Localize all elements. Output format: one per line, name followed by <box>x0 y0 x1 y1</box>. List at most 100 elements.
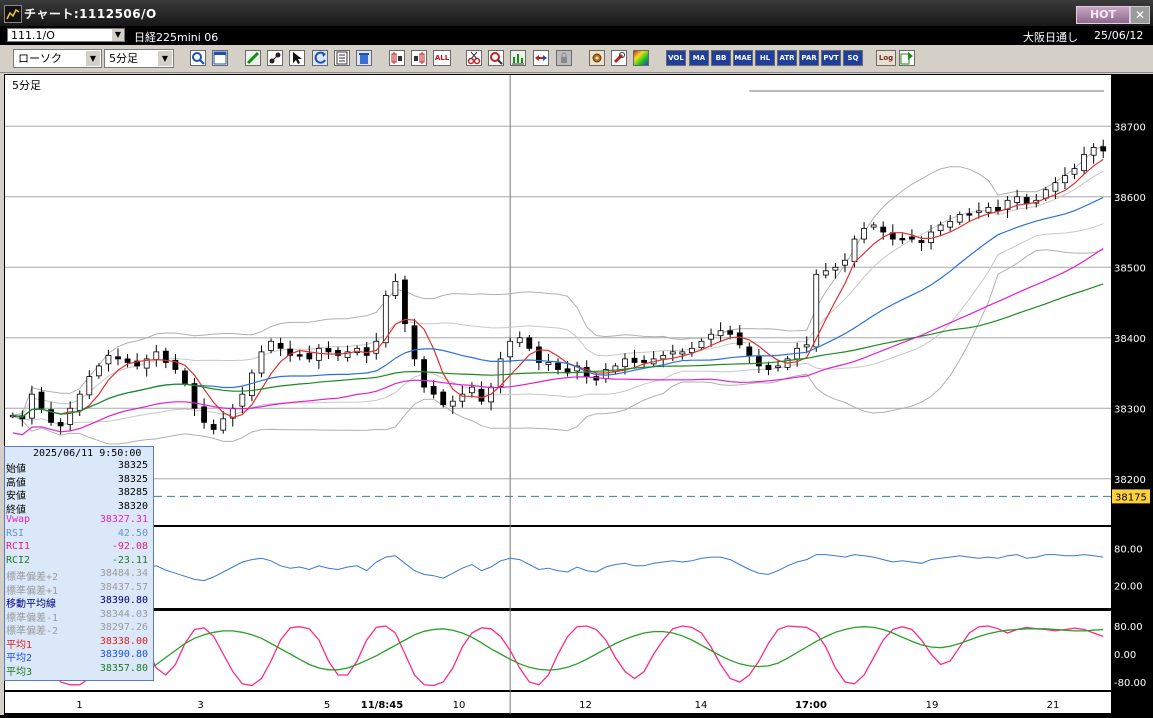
candle-body <box>622 358 628 368</box>
indicator-pvt-button[interactable]: PVT <box>821 50 841 66</box>
indicator-mae-button[interactable]: MAE <box>733 50 753 66</box>
info-value: 42.50 <box>117 527 148 539</box>
candle-body <box>210 424 217 430</box>
window-title: チャート:1112506/O <box>24 7 157 21</box>
info-value: 38484.34 <box>99 568 148 579</box>
candle-body <box>48 409 54 423</box>
interval-value: 5分足 <box>109 52 138 65</box>
title-bar[interactable]: チャート:1112506/O HOT ✕ <box>0 0 1153 26</box>
price-panel[interactable] <box>4 74 1112 526</box>
info-label: 終値 <box>6 504 26 516</box>
candle-body <box>220 418 227 431</box>
sheet-icon[interactable] <box>334 50 350 66</box>
candle-body <box>421 359 427 388</box>
bollinger-band-line <box>12 170 1104 416</box>
rci-panel[interactable] <box>4 610 1112 691</box>
candle-body <box>411 325 418 360</box>
candle-body <box>669 351 676 355</box>
x-tick-label: 17:00 <box>795 700 827 711</box>
symbol-select[interactable]: 111.1/O ▼ <box>7 28 125 42</box>
all-button[interactable]: ALL <box>433 50 451 66</box>
chevron-down-icon[interactable]: ▼ <box>112 29 124 41</box>
candle-body <box>1004 199 1011 210</box>
info-row: 平均3 38357.80 <box>6 663 150 678</box>
x-tick-label: 11/8:45 <box>361 700 403 711</box>
fibonacci-icon[interactable] <box>267 50 283 66</box>
candle-body <box>354 347 361 353</box>
chart-type-select[interactable]: ローソク ▼ <box>13 49 102 68</box>
info-value: 38325 <box>117 473 148 485</box>
export-icon[interactable] <box>899 50 915 66</box>
bar-right-icon[interactable] <box>411 50 427 66</box>
search-icon[interactable] <box>190 50 206 66</box>
compare-icon[interactable] <box>533 50 549 66</box>
indicator-sq-button[interactable]: SQ <box>843 50 863 66</box>
candle-body <box>162 350 169 363</box>
candle-body <box>1081 154 1087 172</box>
info-label: 安値 <box>6 491 26 502</box>
indicator-par-button[interactable]: PAR <box>799 50 819 66</box>
candle-body <box>727 330 734 335</box>
window-icon[interactable] <box>212 50 228 66</box>
x-tick-label: 21 <box>1047 700 1060 711</box>
candle-body <box>975 210 982 213</box>
rci-tick-label: 0.00 <box>1114 650 1136 661</box>
chevron-down-icon[interactable]: ▼ <box>86 51 100 66</box>
candle-body <box>402 279 408 325</box>
candle-body <box>344 351 351 358</box>
indicator-bb-button[interactable]: BB <box>711 50 731 66</box>
candle-body <box>57 421 64 427</box>
date-label: 25/06/12 <box>1094 29 1144 42</box>
rci2-line <box>12 626 1104 680</box>
back-icon[interactable] <box>312 50 328 66</box>
chevron-down-icon[interactable]: ▼ <box>158 51 172 66</box>
cursor-icon[interactable] <box>289 50 305 66</box>
info-row: RSI 42.50 <box>6 528 150 541</box>
indicator-hl-button[interactable]: HL <box>755 50 775 66</box>
chart-area[interactable]: 5分足 38700 38600 38500 38400 38300 38200 38175 8… <box>4 74 1153 715</box>
hot-button[interactable]: HOT <box>1076 6 1130 24</box>
candle-body <box>440 391 447 406</box>
candle-body <box>535 346 542 363</box>
indicator-atr-button[interactable]: ATR <box>777 50 797 66</box>
info-row: Vwap 38327.31 <box>6 514 150 527</box>
wrench-icon[interactable] <box>611 50 627 66</box>
chart-canvas[interactable]: 5分足 38700 38600 38500 38400 38300 38200 38175 8… <box>4 74 1153 715</box>
candle-body <box>95 365 102 377</box>
candle-body <box>392 280 399 296</box>
log-scale-button[interactable]: Log <box>876 50 896 66</box>
gear-icon[interactable] <box>589 50 605 66</box>
x-tick-label: 12 <box>579 700 592 711</box>
candle-body <box>459 393 466 402</box>
price-tick-label: 38300 <box>1114 404 1146 415</box>
close-button[interactable]: ✕ <box>1130 6 1150 24</box>
magnify-icon[interactable] <box>488 50 504 66</box>
scissors-icon[interactable] <box>466 50 482 66</box>
candle-body <box>172 359 179 370</box>
indicator-vol-button[interactable]: VOL <box>666 50 686 66</box>
venue-label: 大阪日通し <box>1023 31 1078 44</box>
lock-icon[interactable] <box>556 50 572 66</box>
interval-select[interactable]: 5分足 ▼ <box>104 49 174 68</box>
candle-body <box>775 365 781 368</box>
candle-body <box>545 362 552 365</box>
pen-icon[interactable] <box>245 50 261 66</box>
candle-body <box>86 376 93 396</box>
candle-body <box>746 346 753 356</box>
candle-body <box>1090 147 1097 156</box>
palette-icon[interactable] <box>633 50 649 66</box>
candle-body <box>880 226 887 233</box>
candle-body <box>717 330 724 337</box>
indicator-ma-button[interactable]: MA <box>689 50 709 66</box>
chart-type-value: ローソク <box>18 52 62 65</box>
rsi-panel[interactable] <box>4 526 1112 609</box>
rsi-line <box>12 554 1104 582</box>
info-value: -23.11 <box>111 554 148 566</box>
trash-icon[interactable] <box>356 50 372 66</box>
chart-icon[interactable] <box>510 50 526 66</box>
bar-left-icon[interactable] <box>389 50 405 66</box>
info-label: Vwap <box>6 514 31 525</box>
rci1-line <box>12 625 1104 687</box>
candle-body <box>143 358 150 369</box>
candle-body <box>382 295 389 344</box>
